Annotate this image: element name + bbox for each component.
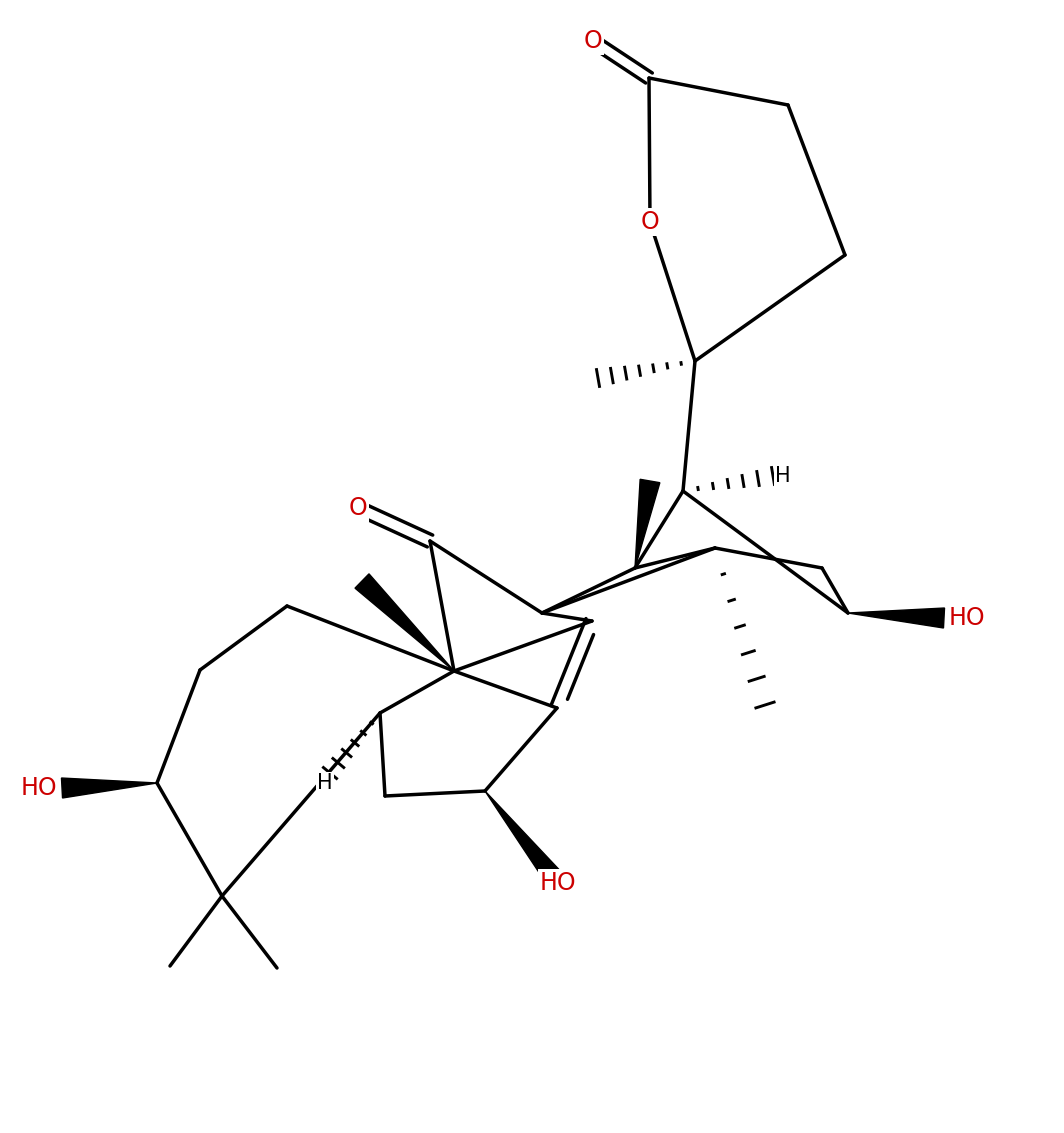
Text: O: O <box>349 496 367 520</box>
Polygon shape <box>355 573 454 671</box>
Text: HO: HO <box>539 871 577 895</box>
Polygon shape <box>62 778 157 798</box>
Text: H: H <box>776 466 791 486</box>
Text: HO: HO <box>949 606 985 630</box>
Polygon shape <box>848 608 945 628</box>
Text: H: H <box>317 773 333 793</box>
Text: HO: HO <box>20 776 57 800</box>
Text: O: O <box>641 210 660 235</box>
Polygon shape <box>635 479 660 568</box>
Polygon shape <box>485 791 566 889</box>
Text: O: O <box>584 29 602 53</box>
